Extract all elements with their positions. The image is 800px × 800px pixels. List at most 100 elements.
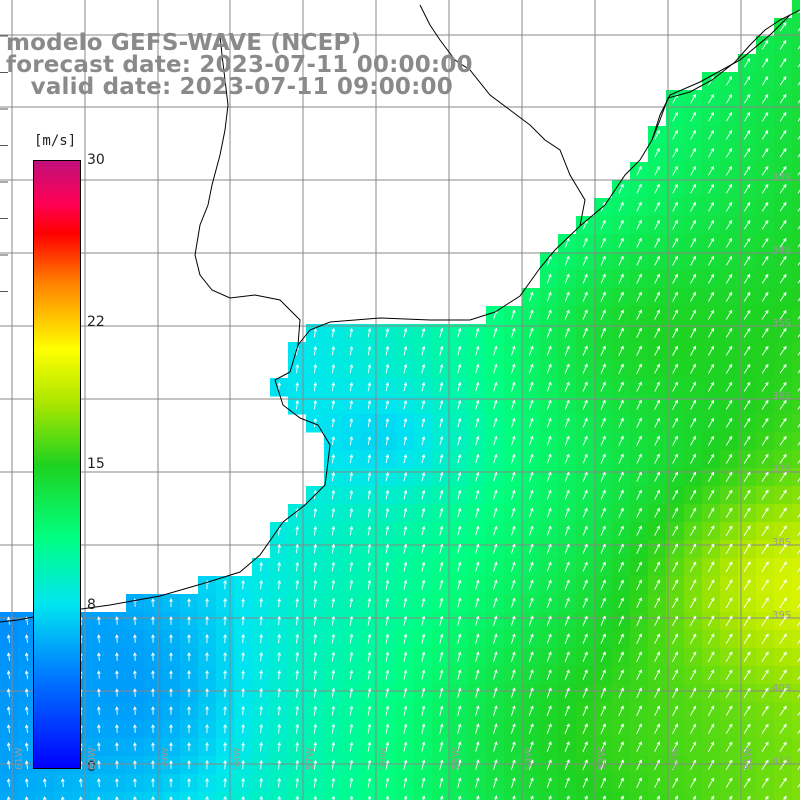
wind-arrow — [313, 579, 318, 590]
wind-arrow — [708, 273, 715, 284]
wind-arrow — [761, 669, 769, 680]
wind-arrow — [779, 471, 787, 482]
field-cell — [792, 306, 800, 325]
wind-arrow — [761, 723, 769, 734]
wind-arrow — [385, 777, 390, 788]
wind-arrow — [726, 129, 733, 140]
wind-arrow — [169, 688, 173, 697]
wind-arrow — [797, 783, 800, 788]
wind-arrow — [439, 435, 444, 446]
longitude-label: 59W — [160, 747, 171, 770]
wind-arrow — [690, 111, 696, 122]
wind-arrow — [385, 561, 390, 572]
wind-arrow — [493, 705, 498, 716]
wind-arrow — [779, 201, 787, 212]
field-cell — [414, 792, 433, 800]
wind-arrow — [510, 759, 516, 770]
wind-arrow — [618, 741, 624, 752]
wind-arrow — [331, 759, 336, 770]
wind-arrow — [582, 615, 588, 626]
wind-arrow — [582, 633, 588, 644]
wind-arrow — [24, 796, 29, 800]
wind-arrow — [295, 615, 300, 626]
wind-arrow — [725, 381, 733, 392]
wind-arrow — [493, 759, 498, 770]
wind-arrow — [24, 742, 29, 751]
wind-arrow — [331, 777, 336, 788]
wind-arrow — [654, 597, 660, 609]
wind-arrow — [385, 723, 390, 734]
wind-arrow — [654, 201, 660, 212]
wind-arrow — [367, 795, 372, 800]
wind-arrow — [672, 525, 678, 536]
wind-arrow — [313, 327, 318, 338]
wind-arrow — [600, 237, 606, 248]
wind-arrow — [797, 747, 800, 752]
wind-arrow — [672, 111, 678, 122]
wind-arrow — [546, 399, 552, 410]
wind-arrow — [797, 279, 800, 284]
wind-arrow — [475, 435, 480, 446]
wind-arrow — [313, 669, 318, 680]
wind-arrow — [475, 561, 480, 572]
wind-arrow — [385, 381, 390, 392]
wind-arrow — [241, 705, 245, 716]
wind-arrow — [654, 741, 660, 753]
wind-arrow — [367, 741, 372, 752]
wind-arrow — [528, 417, 534, 428]
wind-arrow — [367, 543, 372, 554]
wind-arrow — [761, 165, 769, 176]
wind-arrow — [636, 291, 642, 302]
wind-arrow — [672, 615, 679, 627]
wind-arrow — [672, 309, 678, 320]
field-cell — [360, 792, 379, 800]
wind-arrow — [636, 687, 642, 698]
wind-arrow — [493, 615, 498, 626]
wind-arrow — [546, 453, 552, 464]
wind-arrow — [672, 759, 679, 770]
wind-arrow — [421, 507, 426, 518]
wind-arrow — [457, 471, 462, 482]
wind-arrow — [151, 706, 155, 715]
wind-arrow — [618, 183, 624, 194]
wind-arrow — [797, 513, 800, 518]
river-border-uruguay-argentina — [194, 34, 301, 346]
wind-arrow — [528, 489, 534, 500]
wind-arrow — [779, 363, 787, 374]
wind-arrow — [421, 669, 426, 680]
wind-arrow — [761, 525, 769, 537]
wind-arrow — [439, 525, 444, 536]
wind-arrow — [546, 525, 552, 536]
wind-arrow — [690, 759, 697, 770]
wind-arrow — [295, 543, 300, 554]
wind-arrow — [636, 237, 642, 248]
wind-arrow — [24, 778, 29, 787]
wind-arrow — [457, 561, 462, 572]
field-cell — [792, 558, 800, 577]
wind-arrow — [743, 309, 751, 320]
wind-arrow — [475, 633, 480, 644]
wind-arrow — [618, 615, 624, 626]
wind-arrow — [528, 381, 534, 392]
wind-arrow — [582, 597, 588, 608]
wind-arrow — [779, 651, 787, 662]
wind-arrow — [797, 63, 800, 68]
wind-arrow — [600, 273, 606, 284]
wind-arrow — [654, 273, 660, 284]
wind-arrow — [725, 561, 733, 573]
wind-arrow — [313, 633, 318, 644]
wind-arrow — [690, 291, 696, 302]
wind-arrow — [707, 705, 715, 716]
wind-arrow — [797, 585, 800, 591]
wind-arrow — [205, 633, 209, 644]
wind-arrow — [331, 543, 336, 554]
wind-arrow — [187, 688, 191, 697]
wind-arrow — [510, 705, 516, 716]
wind-arrow — [457, 579, 462, 590]
wind-arrow — [493, 687, 498, 698]
wind-arrow — [6, 688, 11, 697]
field-cell — [792, 342, 800, 361]
wind-arrow — [187, 759, 191, 770]
wind-arrow — [475, 741, 480, 752]
field-cell — [792, 216, 800, 235]
